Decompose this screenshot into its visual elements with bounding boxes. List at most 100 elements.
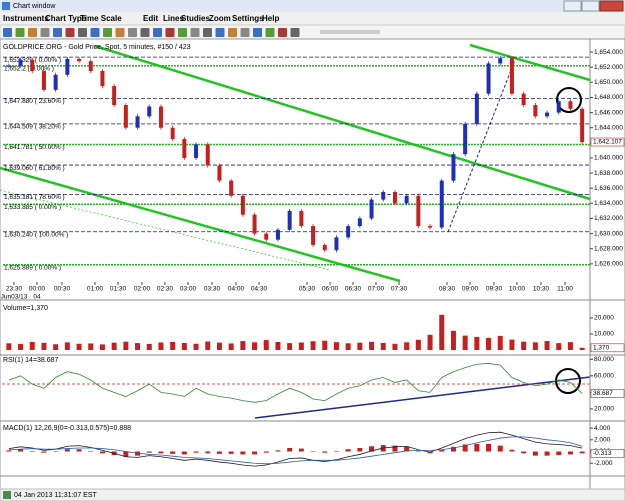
- toolbar-button[interactable]: [65, 28, 75, 37]
- menu-item[interactable]: Settings: [232, 14, 264, 23]
- toolbar-button[interactable]: [15, 28, 25, 37]
- macd-histogram-bar: [322, 451, 328, 453]
- y-tick-label: 1,628.000: [594, 245, 623, 252]
- macd-histogram-bar: [181, 451, 187, 455]
- candle: [533, 105, 538, 117]
- x-tick-label: 05:30: [299, 286, 316, 293]
- y-tick-label: 1,650.000: [594, 79, 623, 86]
- menu-item[interactable]: Studies: [181, 14, 210, 23]
- menu-item[interactable]: Edit: [143, 14, 158, 23]
- menu-item[interactable]: Chart Type: [45, 14, 87, 23]
- toolbar-button[interactable]: [265, 28, 275, 37]
- toolbar-button[interactable]: [115, 28, 125, 37]
- y-tick-label: 1,638.000: [594, 170, 623, 177]
- y-tick-label: 1,648.000: [594, 94, 623, 101]
- volume-bar: [579, 347, 585, 350]
- candle: [322, 244, 327, 251]
- toolbar-button[interactable]: [290, 28, 300, 37]
- maximize-button[interactable]: [581, 0, 600, 12]
- macd-histogram-bar: [544, 451, 550, 456]
- macd-histogram-bar: [146, 451, 152, 453]
- y-tick-label: 1,644.000: [594, 124, 623, 131]
- toolbar-button[interactable]: [178, 28, 187, 37]
- macd-line: [8, 431, 583, 467]
- candle: [229, 180, 234, 196]
- macd-histogram-bar: [29, 450, 35, 452]
- close-button[interactable]: [599, 0, 624, 12]
- macd-histogram-bar: [532, 451, 538, 456]
- toolbar-button[interactable]: [165, 28, 175, 37]
- candle: [521, 93, 526, 106]
- panel-title: MACD(1) 12,26,9(0=-0.313,0.575)=0.888: [3, 425, 131, 432]
- toolbar-button[interactable]: [103, 28, 112, 37]
- volume-bar: [298, 342, 304, 350]
- x-tick-label: 00:30: [54, 286, 71, 293]
- macd-histogram-bar: [450, 446, 456, 452]
- macd-histogram-bar: [193, 451, 199, 453]
- volume-bar: [252, 342, 258, 350]
- toolbar-button[interactable]: [240, 28, 250, 37]
- macd-histogram-bar: [216, 451, 222, 454]
- toolbar-button[interactable]: [228, 28, 237, 37]
- date-label: Jun03/13: [1, 294, 28, 301]
- candle: [6, 65, 11, 67]
- y-tick-label: 80.000: [594, 356, 614, 363]
- candle: [252, 214, 257, 234]
- minimize-button[interactable]: [563, 0, 582, 12]
- menu-item[interactable]: Help: [262, 14, 279, 23]
- toolbar-button[interactable]: [90, 28, 100, 37]
- toolbar-button[interactable]: [140, 28, 150, 37]
- trendline: [94, 44, 591, 201]
- menu-item[interactable]: Time Scale: [80, 14, 122, 23]
- x-tick-label: 02:30: [157, 286, 174, 293]
- toolbar-button[interactable]: [153, 28, 162, 37]
- toolbar-button[interactable]: [278, 28, 287, 37]
- app-icon: [2, 2, 10, 10]
- candle: [346, 226, 351, 238]
- zoom-slider[interactable]: [320, 30, 380, 34]
- toolbar-button[interactable]: [190, 28, 200, 37]
- toolbar-button[interactable]: [215, 28, 225, 37]
- x-tick-label: 03:30: [204, 286, 221, 293]
- volume-bar: [380, 342, 386, 350]
- date-label: 04: [33, 294, 41, 301]
- menu-item[interactable]: Zoom: [209, 14, 231, 23]
- macd-histogram-bar: [240, 451, 246, 455]
- volume-bar: [474, 336, 480, 350]
- macd-histogram-bar: [18, 449, 24, 452]
- macd-histogram-bar: [298, 448, 304, 452]
- x-tick-label: 10:00: [509, 286, 526, 293]
- toolbar-button[interactable]: [53, 28, 62, 37]
- toolbar-button[interactable]: [253, 28, 262, 37]
- toolbar-button[interactable]: [28, 28, 37, 37]
- toolbar-button[interactable]: [40, 28, 50, 37]
- trendline: [0, 166, 401, 283]
- toolbar-button[interactable]: [3, 28, 12, 37]
- candle: [158, 106, 163, 128]
- title-bar: [0, 0, 625, 12]
- menu-item[interactable]: Instruments: [3, 14, 49, 23]
- volume-bar: [369, 341, 375, 350]
- candle: [53, 74, 58, 90]
- candle: [428, 226, 433, 228]
- macd-histogram-bar: [369, 446, 375, 452]
- y-tick-label: 1,634.000: [594, 200, 623, 207]
- volume-bar: [205, 341, 211, 350]
- y-tick-label: 1,654.000: [594, 49, 623, 56]
- toolbar-button[interactable]: [203, 28, 212, 37]
- candle: [556, 101, 561, 113]
- trendline: [447, 59, 516, 233]
- toolbar-button[interactable]: [78, 28, 87, 37]
- menu-item[interactable]: Lines: [163, 14, 184, 23]
- toolbar-button[interactable]: [128, 28, 137, 37]
- window-title: Chart window: [13, 3, 56, 10]
- candle: [100, 70, 105, 87]
- volume-bar: [486, 337, 492, 350]
- x-tick-label: 01:00: [87, 286, 104, 293]
- x-tick-label: 00:00: [29, 286, 46, 293]
- candle: [182, 139, 187, 158]
- y-tick-label: 20.000: [594, 406, 614, 413]
- macd-histogram-bar: [333, 450, 339, 452]
- fib-label: 1,652.2 ( 0.00% ): [4, 65, 54, 72]
